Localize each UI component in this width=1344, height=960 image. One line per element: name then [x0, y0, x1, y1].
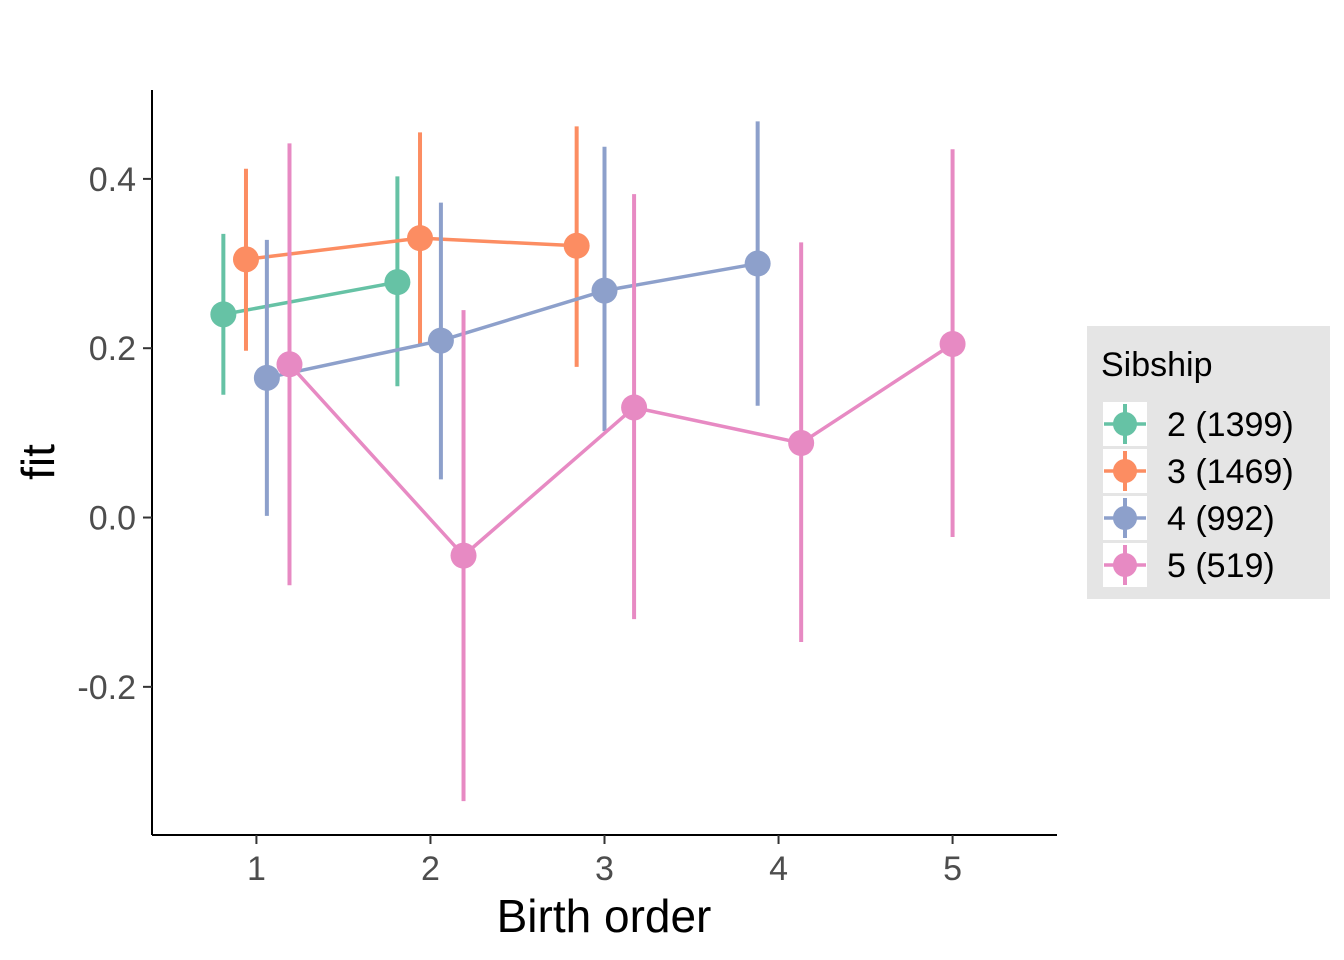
legend-key-point — [1113, 553, 1137, 577]
x-tick-label: 2 — [421, 850, 440, 888]
y-tick-label: 0.4 — [89, 161, 136, 199]
data-point — [232, 246, 259, 273]
x-tick-label: 1 — [247, 850, 266, 888]
legend: Sibship 2 (1399) 3 (1469) 4 (992) 5 (519) — [1087, 326, 1330, 599]
series-4 — [276, 143, 966, 802]
data-point — [450, 542, 477, 569]
data-point — [427, 327, 454, 354]
legend-title: Sibship — [1101, 346, 1213, 384]
data-point — [591, 277, 618, 304]
y-tick-label: -0.2 — [77, 669, 136, 707]
legend-key — [1103, 402, 1147, 446]
series-line — [223, 280, 398, 317]
y-axis-title: fit — [12, 444, 64, 480]
x-tick-label: 4 — [769, 850, 788, 888]
data-point — [210, 301, 237, 328]
series-3 — [253, 121, 771, 516]
legend-key — [1103, 449, 1147, 493]
x-tick-label: 5 — [943, 850, 962, 888]
plot-area — [210, 121, 966, 802]
y-tick-label: 0.2 — [89, 330, 136, 368]
legend-label: 2 (1399) — [1167, 406, 1294, 444]
legend-label: 4 (992) — [1167, 500, 1275, 538]
x-tick-label: 3 — [595, 850, 614, 888]
data-point — [276, 351, 303, 378]
data-point — [788, 430, 815, 457]
data-point — [384, 269, 411, 296]
data-point — [253, 364, 280, 391]
data-point — [744, 250, 771, 277]
data-point — [939, 330, 966, 357]
legend-label: 3 (1469) — [1167, 453, 1294, 491]
series-1 — [210, 176, 411, 395]
series-line — [266, 261, 758, 380]
legend-label: 5 (519) — [1167, 547, 1275, 585]
series-line — [288, 342, 954, 558]
legend-key — [1103, 543, 1147, 587]
legend-key-point — [1113, 412, 1137, 436]
legend-key-point — [1113, 506, 1137, 530]
data-point — [563, 232, 590, 259]
series-2 — [232, 126, 590, 367]
data-point — [621, 394, 648, 421]
axes: 1 2 3 4 5 -0.2 0.0 0.2 0.4 — [77, 90, 1057, 888]
legend-key-point — [1113, 459, 1137, 483]
legend-key — [1103, 496, 1147, 540]
y-tick-label: 0.0 — [89, 500, 136, 538]
data-point — [407, 225, 434, 252]
x-axis-title: Birth order — [497, 890, 712, 942]
